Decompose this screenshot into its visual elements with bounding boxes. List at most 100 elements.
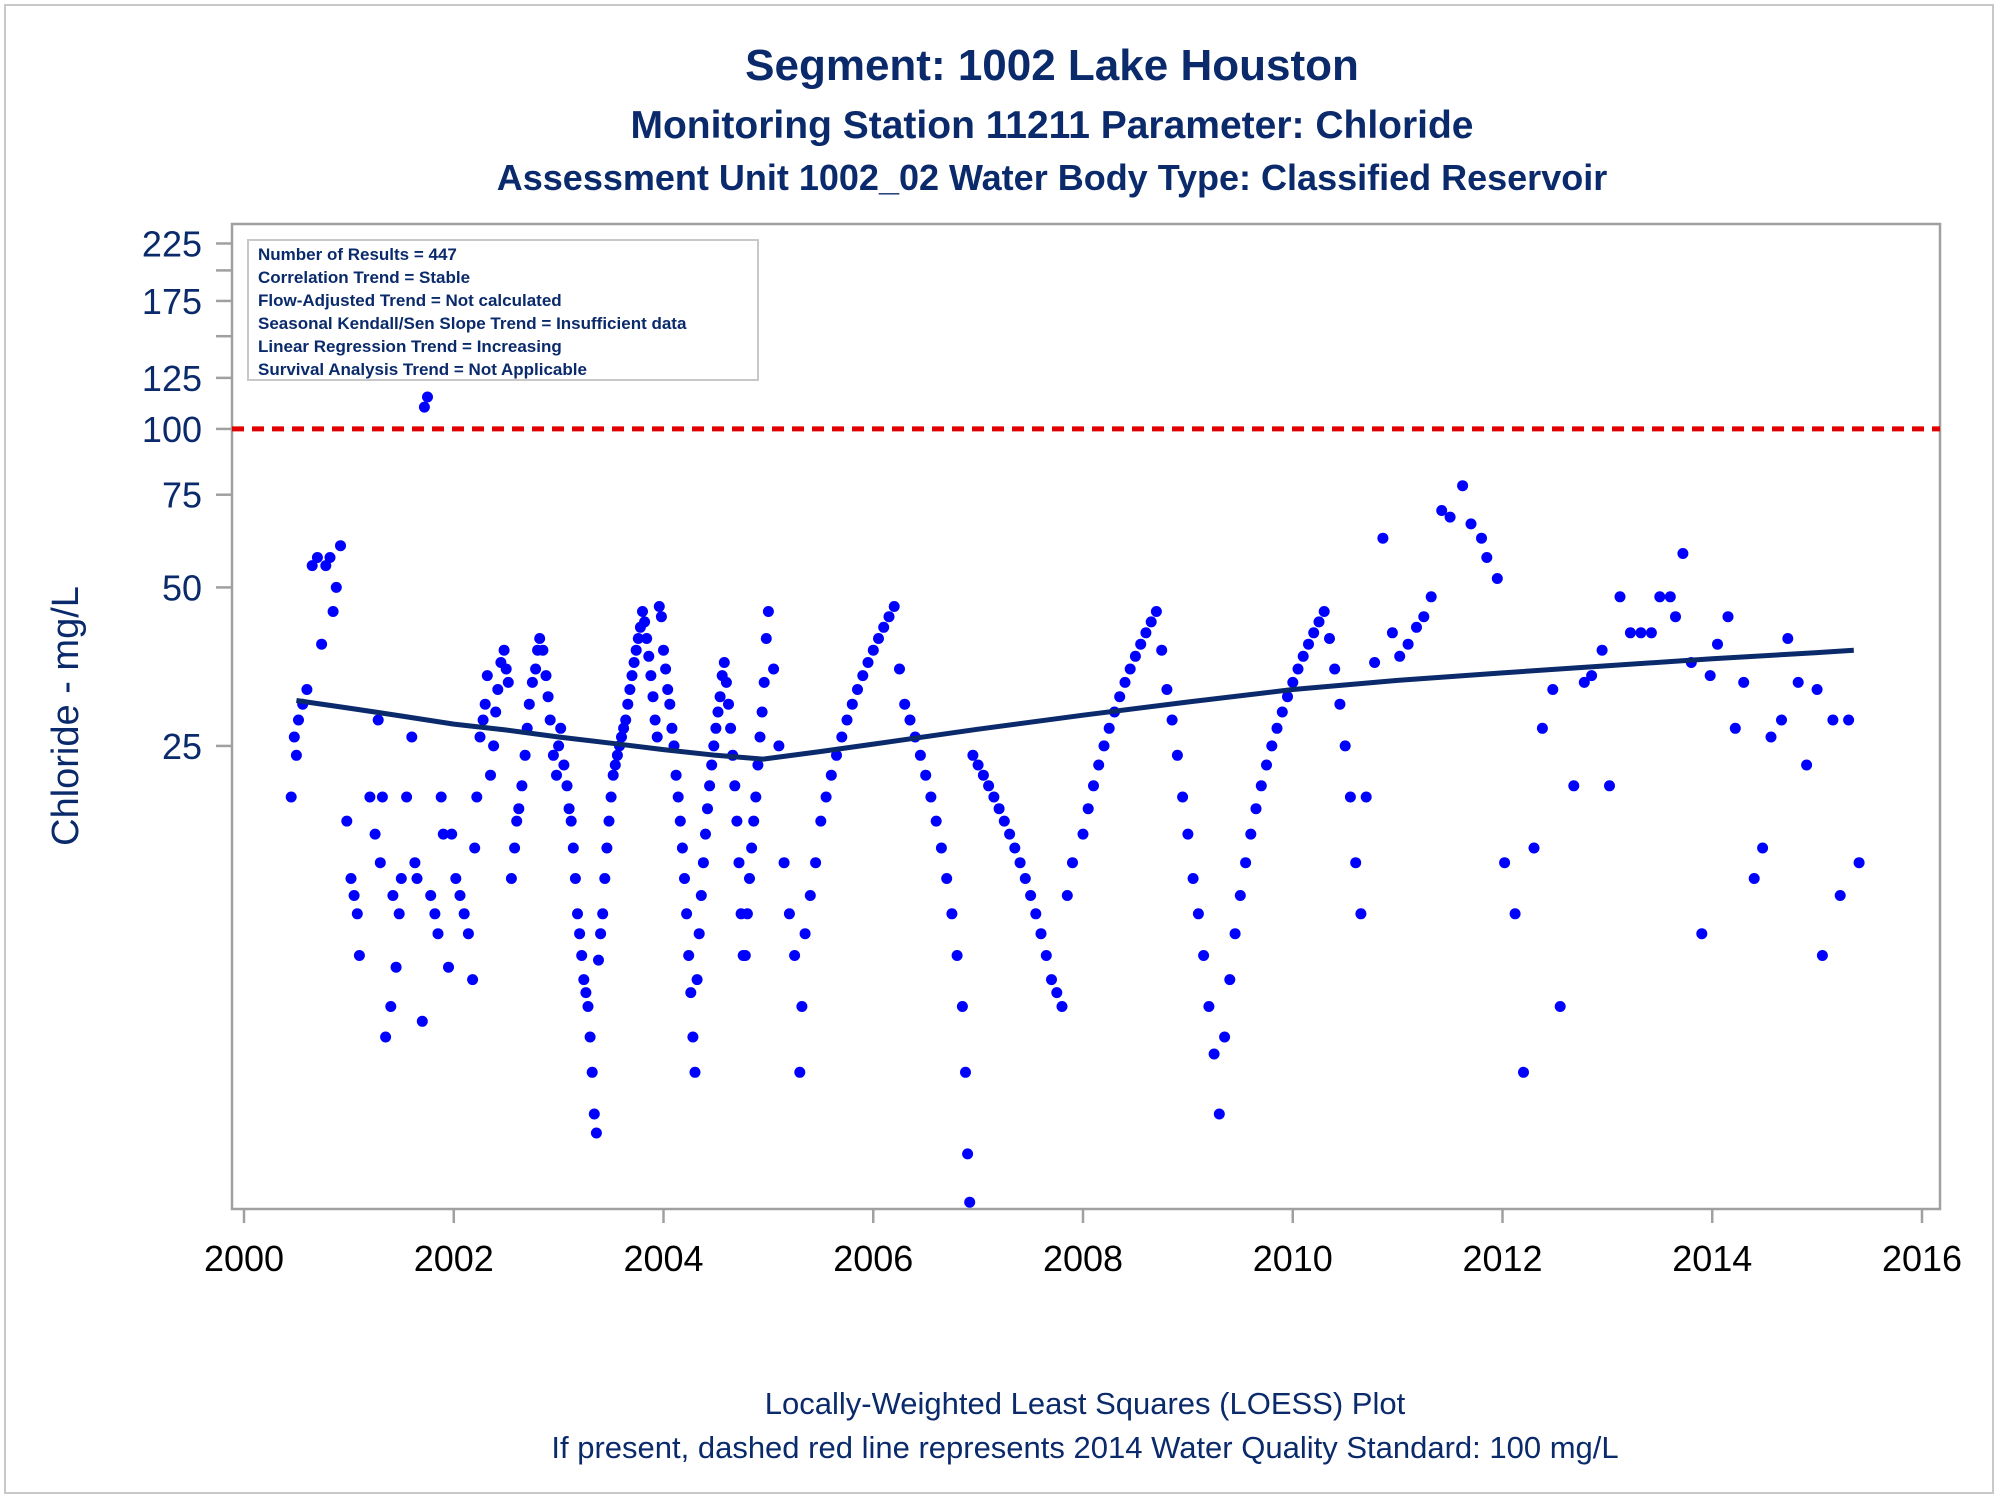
data-point	[658, 644, 669, 656]
data-point	[624, 684, 636, 695]
data-point	[534, 633, 546, 644]
data-point	[488, 740, 500, 752]
data-point	[401, 791, 413, 803]
data-point	[1140, 627, 1152, 639]
data-point	[873, 633, 884, 644]
info-line-flow-adjusted: Flow-Adjusted Trend = Not calculated	[258, 291, 562, 310]
data-point	[1339, 740, 1351, 752]
data-point	[946, 908, 958, 920]
data-point	[1297, 650, 1309, 662]
data-point	[836, 731, 848, 743]
info-line-survival: Survival Analysis Trend = Not Applicable	[258, 360, 587, 379]
plot-area	[230, 222, 1942, 1211]
data-point	[666, 722, 678, 734]
data-point	[988, 791, 1000, 803]
data-point	[1586, 670, 1598, 682]
data-point	[1287, 676, 1299, 688]
x-tick-label: 2004	[623, 1238, 703, 1279]
data-point	[960, 1066, 971, 1078]
data-point	[685, 987, 697, 999]
data-point	[1499, 857, 1511, 869]
data-point	[567, 842, 579, 854]
axes-layer: 2000 2002 2004 2006 2008 2010 2012 2014 2016 25 50…	[142, 223, 1962, 1279]
data-point	[1177, 791, 1189, 803]
data-point	[820, 791, 832, 803]
data-point	[1067, 857, 1078, 869]
data-point	[542, 691, 554, 703]
data-point	[599, 873, 611, 884]
data-point	[714, 691, 726, 703]
x-tick-label: 2016	[1882, 1238, 1962, 1279]
data-point	[558, 759, 570, 771]
data-point	[998, 815, 1010, 827]
data-point	[718, 657, 730, 668]
data-point	[582, 1001, 594, 1012]
data-point	[351, 908, 363, 920]
data-point	[1114, 691, 1126, 703]
data-point	[609, 759, 621, 771]
data-point	[618, 722, 630, 734]
info-box-frame	[247, 239, 759, 381]
data-point	[306, 560, 318, 572]
loess-trend-line	[296, 647, 1854, 762]
data-point	[1604, 780, 1615, 792]
data-point	[1782, 633, 1794, 644]
data-point	[679, 873, 690, 884]
data-point	[1722, 611, 1734, 623]
y-axis-label: Chloride - mg/L	[45, 586, 87, 846]
data-point	[1261, 759, 1272, 771]
data-point	[1444, 511, 1456, 523]
data-point	[899, 698, 911, 710]
data-point	[1025, 890, 1037, 901]
data-point	[603, 815, 615, 827]
data-point	[330, 581, 342, 593]
data-point	[637, 606, 648, 617]
data-point	[1098, 740, 1110, 752]
info-box: Number of Results = 447 Correlation Tren…	[247, 239, 759, 381]
data-point	[530, 663, 542, 675]
data-point	[316, 638, 328, 650]
data-point	[561, 780, 573, 792]
data-point	[739, 950, 751, 961]
data-point	[1271, 722, 1283, 734]
data-point	[597, 908, 609, 920]
data-point	[1528, 842, 1540, 854]
data-point	[616, 731, 627, 743]
data-point	[380, 1031, 392, 1043]
data-point	[1418, 611, 1430, 623]
data-point	[951, 950, 963, 961]
data-point	[500, 663, 512, 675]
data-point	[1704, 670, 1716, 682]
data-point	[702, 803, 713, 815]
data-point	[348, 890, 360, 901]
data-point	[584, 1031, 596, 1043]
data-point	[385, 1001, 397, 1012]
data-point	[1124, 663, 1136, 675]
info-line-correlation: Correlation Trend = Stable	[258, 268, 470, 287]
data-point	[1645, 627, 1657, 639]
data-point	[1853, 857, 1865, 869]
data-point	[1811, 684, 1823, 695]
data-point	[1481, 552, 1493, 563]
points-layer	[285, 391, 1865, 1208]
data-point	[1255, 780, 1267, 792]
data-point	[1344, 791, 1356, 803]
data-point	[469, 842, 481, 854]
data-point	[689, 1066, 701, 1078]
data-point	[683, 950, 695, 961]
data-point	[1082, 803, 1094, 815]
data-point	[712, 706, 724, 718]
data-point	[1035, 928, 1047, 940]
data-point	[1677, 548, 1689, 559]
data-point	[1093, 759, 1105, 771]
data-point	[744, 873, 755, 884]
footer-standard-note: If present, dashed red line represents 2…	[551, 1430, 1618, 1465]
chart-subtitle: Monitoring Station 11211 Parameter: Chlo…	[630, 104, 1473, 147]
data-point	[1292, 663, 1304, 675]
data-point	[810, 857, 822, 869]
data-point	[429, 908, 441, 920]
data-point	[1816, 950, 1828, 961]
data-point	[544, 714, 556, 726]
data-point	[1624, 627, 1636, 639]
x-tick-label: 2010	[1253, 1238, 1333, 1279]
